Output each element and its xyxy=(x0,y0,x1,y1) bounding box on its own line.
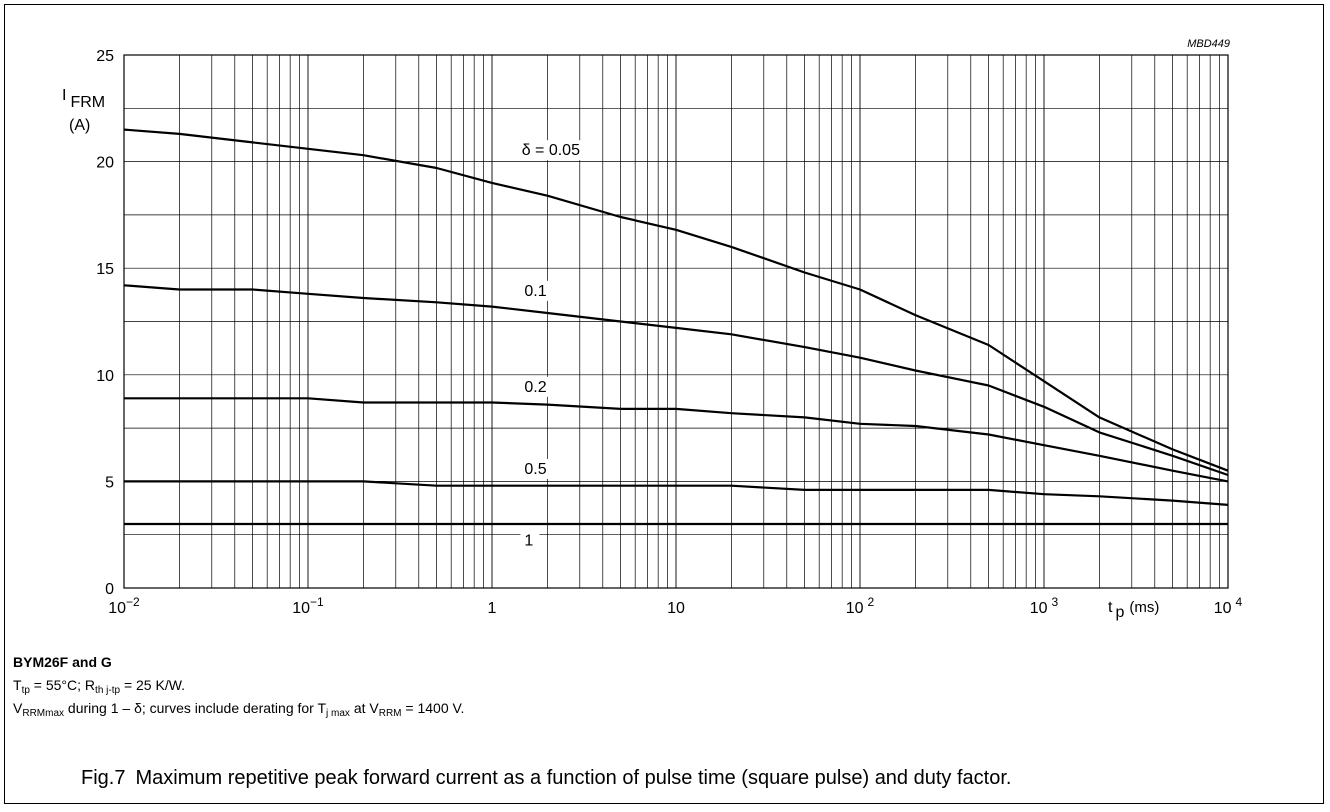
y-axis-unit: (A) xyxy=(69,117,90,134)
y-axis-label: I FRM xyxy=(62,87,105,111)
y-tick-label: 25 xyxy=(96,48,114,65)
chart-labels: δ = 0.05 0.1 0.2 0.5 1 xyxy=(517,140,600,551)
x-tick-label: 10 4 xyxy=(1214,595,1243,617)
figure-number: Fig.7 xyxy=(81,767,126,789)
chart-series xyxy=(123,128,1229,526)
series-line-0 xyxy=(123,128,1229,472)
x-tick-label: 10 xyxy=(667,600,685,617)
series-line-2 xyxy=(124,397,1229,483)
figure-caption-text: Maximum repetitive peak forward current … xyxy=(135,767,1012,789)
x-tick-label: 1 xyxy=(488,600,497,617)
series-label-bg xyxy=(520,280,558,301)
series-label: 1 xyxy=(524,532,533,549)
x-axis-label: t p (ms) xyxy=(1108,599,1159,621)
y-tick-label: 20 xyxy=(96,155,114,172)
series-label-bg xyxy=(520,530,540,551)
x-tick-label: 10−1 xyxy=(292,595,324,617)
figure-id: MBD449 xyxy=(1187,38,1230,50)
y-tick-label: 5 xyxy=(105,474,114,491)
series-label-bg xyxy=(520,376,558,397)
x-tick-label: 10 3 xyxy=(1030,595,1059,617)
series-label-bg xyxy=(517,140,600,161)
chart-grid xyxy=(124,55,1228,588)
x-tick-label: 10 2 xyxy=(846,595,875,617)
series-label: 0.1 xyxy=(524,283,546,300)
y-tick-label: 0 xyxy=(105,581,114,598)
plot-border xyxy=(123,54,1229,589)
y-tick-label: 15 xyxy=(96,261,114,278)
series-label-bg xyxy=(520,458,558,479)
series-line-1 xyxy=(123,284,1229,477)
series-label: δ = 0.05 xyxy=(522,142,580,159)
figure-notes: BYM26F and G Ttp = 55°C; Rth j-tp = 25 K… xyxy=(13,651,464,720)
chart-axes: 0 5 10 15 20 25 10−2 10−1 1 10 10 2 10 3 10 4 I FRM (A) t p(… xyxy=(62,48,1243,621)
derating-line: VRRMmax during 1 – δ; curves include der… xyxy=(13,700,465,719)
series-label: 0.2 xyxy=(524,379,546,396)
chart: 0 5 10 15 20 25 10−2 10−1 1 10 10 2 10 3 10 4 I FRM (A) t p(… xyxy=(62,38,1243,621)
y-tick-label: 10 xyxy=(96,368,114,385)
figure-frame: 0 5 10 15 20 25 10−2 10−1 1 10 10 2 10 3 10 4 I FRM (A) t p(… xyxy=(4,4,1324,804)
device-name: BYM26F and G xyxy=(13,654,112,670)
figure-caption: Fig.7 Maximum repetitive peak forward cur… xyxy=(81,767,1011,790)
x-tick-label: 10−2 xyxy=(108,595,140,617)
series-line-3 xyxy=(124,480,1229,506)
conditions-line: Ttp = 55°C; Rth j-tp = 25 K/W. xyxy=(13,677,186,696)
series-label: 0.5 xyxy=(524,461,546,478)
